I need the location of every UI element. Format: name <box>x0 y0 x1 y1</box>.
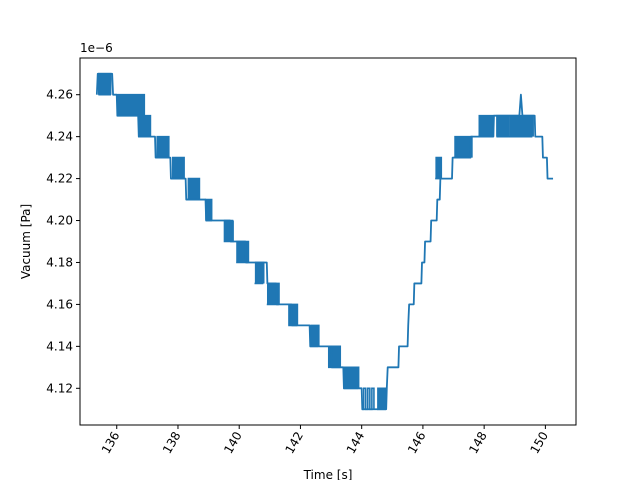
y-offset-label: 1e−6 <box>80 41 113 55</box>
series-noise-block <box>435 156 443 180</box>
x-tick-label: 142 <box>282 429 306 456</box>
series-noise-block <box>361 387 375 411</box>
x-tick-label: 140 <box>221 429 245 456</box>
series-noise-block <box>98 72 112 96</box>
y-tick-label: 4.16 <box>46 297 73 311</box>
series-noise-block <box>453 135 473 159</box>
y-tick-label: 4.24 <box>46 130 73 144</box>
y-tick-label: 4.12 <box>46 381 73 395</box>
series-noise-block <box>187 177 201 201</box>
series-noise-block <box>156 135 170 159</box>
series-noise-block <box>116 93 146 117</box>
y-tick-label: 4.14 <box>46 339 73 353</box>
x-tick-label: 136 <box>99 429 123 456</box>
x-axis-label: Time [s] <box>303 468 353 480</box>
series-noise-block <box>171 156 185 180</box>
y-axis: 4.12 4.14 4.16 4.18 4.20 4.22 4.24 4.26 <box>46 88 80 395</box>
y-tick-label: 4.22 <box>46 172 73 186</box>
series-noise-block <box>223 219 234 243</box>
series-noise-block <box>288 303 299 327</box>
y-tick-label: 4.18 <box>46 255 73 269</box>
x-tick-label: 144 <box>344 429 368 456</box>
series-noise-block <box>478 114 495 138</box>
x-axis: 136 138 140 142 144 146 148 150 <box>99 425 551 456</box>
series-noise-block <box>254 261 265 285</box>
series-noise-block <box>496 114 510 138</box>
series-noise-block <box>309 324 320 348</box>
series-noise-block <box>343 366 360 390</box>
series-noise-block <box>327 345 342 369</box>
plot-frame <box>79 57 577 426</box>
y-tick-label: 4.20 <box>46 214 73 228</box>
x-tick-label: 148 <box>466 429 490 456</box>
series-noise-block <box>138 114 152 138</box>
series-lines <box>95 72 554 411</box>
series-line <box>95 72 554 411</box>
series-noise-block <box>508 114 534 138</box>
series-noise-block <box>376 387 387 411</box>
x-tick-label: 146 <box>405 429 429 456</box>
x-tick-label: 138 <box>160 429 184 456</box>
y-axis-label: Vacuum [Pa] <box>19 204 33 279</box>
y-tick-label: 4.26 <box>46 88 73 102</box>
x-tick-label: 150 <box>527 429 551 456</box>
